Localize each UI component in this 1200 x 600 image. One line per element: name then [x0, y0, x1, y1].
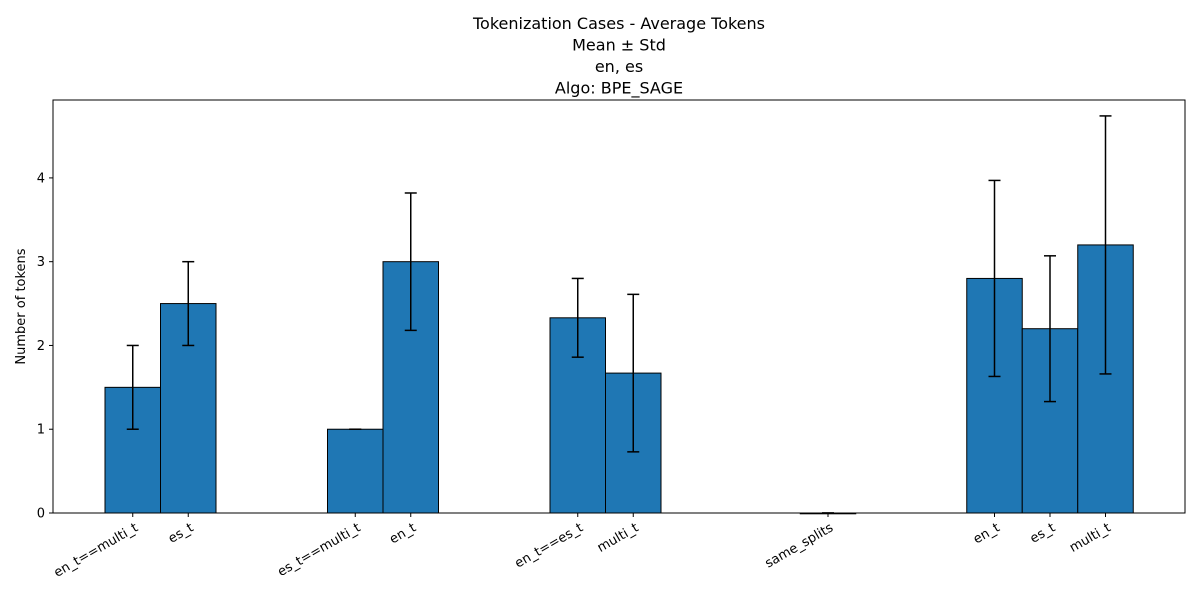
- x-axis: en_t==multi_t es_t es_t==multi_t en_t en_t==…: [51, 513, 1114, 581]
- x-tick-label: es_t: [166, 520, 196, 546]
- error-bar: [571, 277, 584, 358]
- x-tick-label: en_t==multi_t: [51, 520, 140, 580]
- chart-title-line: en, es: [595, 57, 643, 76]
- x-tick-label: es_t: [1028, 520, 1058, 546]
- x-tick-label: es_t==multi_t: [275, 520, 363, 579]
- y-tick-label: 3: [37, 255, 45, 270]
- y-tick-label: 2: [37, 339, 45, 354]
- x-tick-label: multi_t: [1067, 520, 1113, 555]
- x-tick-label: en_t: [387, 520, 419, 547]
- y-axis-label: Number of tokens: [14, 248, 29, 364]
- plot-area-frame: [52, 99, 1186, 514]
- chart-title-line: Algo: BPE_SAGE: [555, 79, 683, 99]
- chart-title: Tokenization Cases - Average Tokens Mean …: [472, 14, 765, 99]
- chart-title-line: Mean ± Std: [572, 36, 666, 55]
- bars-layer: [104, 244, 1134, 515]
- x-tick-label: same_splits: [763, 520, 837, 571]
- x-tick-label: en_t==es_t: [512, 520, 585, 571]
- bar: [327, 428, 384, 514]
- error-bar: [988, 179, 1001, 378]
- x-tick-label: multi_t: [595, 520, 641, 555]
- error-bar: [126, 344, 139, 430]
- y-axis: 0 1 2 3 4: [37, 171, 53, 522]
- x-tick-label: en_t: [971, 520, 1003, 547]
- error-bar: [1044, 255, 1056, 403]
- error-bars-layer: [126, 115, 1112, 514]
- chart-title-line: Tokenization Cases - Average Tokens: [472, 14, 765, 33]
- y-tick-label: 0: [37, 507, 45, 522]
- y-tick-label: 4: [37, 171, 45, 186]
- error-bar: [1099, 115, 1112, 375]
- error-bar: [404, 192, 417, 332]
- error-bar: [627, 293, 640, 453]
- error-bar: [182, 260, 195, 347]
- y-tick-label: 1: [37, 423, 45, 438]
